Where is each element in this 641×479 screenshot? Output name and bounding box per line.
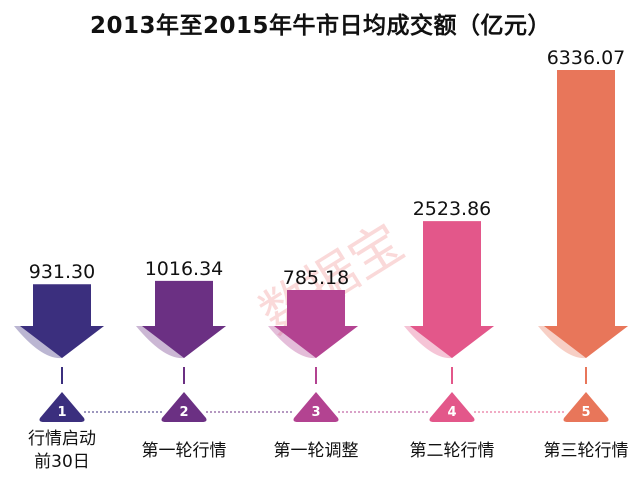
step-number: 4 [447, 405, 456, 420]
category-label: 第一轮调整 [273, 441, 359, 461]
value-label: 1016.34 [145, 258, 224, 280]
bars [14, 70, 628, 359]
step-marker [161, 392, 207, 422]
bar [142, 280, 226, 358]
step-markers: 1 2 3 4 5 [39, 367, 609, 422]
step-marker [563, 392, 609, 422]
bar [410, 221, 494, 358]
step-number: 3 [311, 405, 320, 420]
bar [544, 70, 628, 358]
chart-title: 2013年至2015年牛市日均成交额（亿元） [89, 13, 552, 39]
step-marker [293, 392, 339, 422]
category-label: 第二轮行情 [409, 441, 495, 461]
category-label: 第一轮行情 [141, 441, 227, 461]
step-number: 1 [57, 405, 66, 420]
value-labels: 931.30 1016.34 785.18 2523.86 6336.07 [29, 47, 626, 289]
category-label: 第三轮行情 [543, 441, 629, 461]
step-number: 2 [179, 405, 188, 420]
step-number: 5 [581, 405, 590, 420]
step-marker [429, 392, 475, 422]
value-label: 785.18 [283, 267, 349, 289]
value-label: 2523.86 [413, 198, 492, 220]
bar [20, 284, 104, 358]
bar [274, 290, 358, 358]
category-label: 行情启动 前30日 [28, 429, 96, 472]
value-label: 931.30 [29, 261, 95, 283]
step-marker [39, 392, 85, 422]
value-label: 6336.07 [547, 47, 626, 69]
